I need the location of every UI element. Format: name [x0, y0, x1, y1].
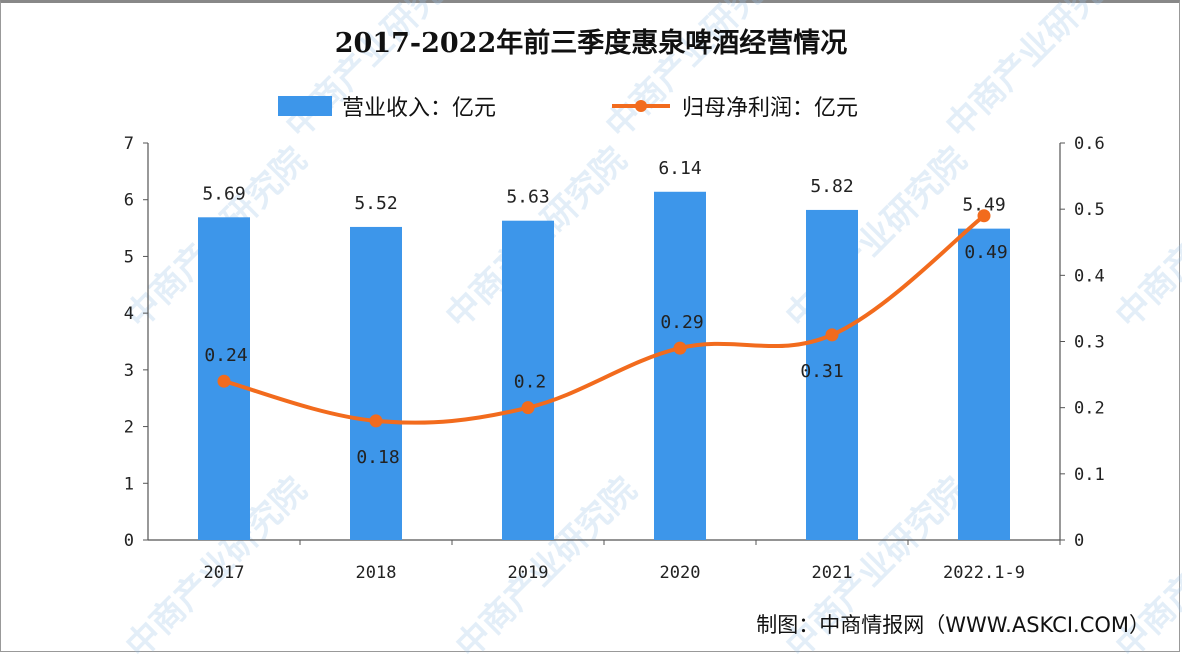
x-tick-label: 2020: [660, 563, 701, 583]
legend-label-profit: 归母净利润：亿元: [682, 96, 858, 121]
watermark-text: 中商产业研究院: [598, 0, 795, 146]
y-left-tick-label: 7: [124, 134, 134, 154]
legend-label-revenue: 营业收入：亿元: [342, 96, 496, 121]
y-right-tick-label: 0: [1074, 531, 1084, 551]
profit-line: 0.24 0.18 0.2 0.29 0.31 0.49: [204, 209, 1008, 468]
y-right-tick-label: 0.6: [1074, 134, 1105, 154]
x-tick-label: 2018: [356, 563, 397, 583]
profit-point-label: 0.29: [660, 312, 703, 333]
x-tick-label: 2019: [508, 563, 549, 583]
y-left-tick-label: 2: [124, 418, 134, 438]
legend: 营业收入：亿元 归母净利润：亿元: [278, 96, 858, 121]
legend-bar-swatch: [278, 96, 332, 116]
y-right-tick-label: 0.1: [1074, 465, 1105, 485]
revenue-bar: [350, 226, 402, 541]
y-left-tick-label: 0: [124, 531, 134, 551]
profit-point: [521, 401, 535, 415]
profit-point-label: 0.2: [514, 372, 547, 393]
profit-point-label: 0.49: [964, 242, 1007, 263]
y-left-tick-label: 5: [124, 247, 134, 267]
chart-title: 2017-2022年前三季度惠泉啤酒经营情况: [335, 27, 848, 59]
revenue-bar: [654, 191, 706, 540]
x-tick-label: 2022.1-9: [943, 563, 1025, 583]
profit-point-label: 0.24: [204, 345, 247, 366]
bars: 5.69 5.52 5.63 6.14 5.82 5.49: [198, 158, 1010, 541]
y-left-tick-label: 6: [124, 191, 134, 211]
revenue-bar-label: 5.49: [962, 195, 1005, 216]
revenue-bar-label: 5.52: [354, 193, 397, 214]
revenue-bar-label: 6.14: [658, 158, 701, 179]
watermark-text: 中商产业研究院: [278, 0, 475, 146]
y-left-tick-label: 1: [124, 474, 134, 494]
profit-point: [825, 328, 839, 342]
y-right-tick-label: 0.3: [1074, 333, 1105, 353]
profit-point: [217, 374, 231, 388]
profit-point: [673, 341, 687, 355]
watermark-text: 中商产业研究院: [1108, 140, 1182, 337]
profit-point-label: 0.18: [356, 447, 399, 468]
y-right-tick-label: 0.4: [1074, 266, 1105, 286]
profit-point-label: 0.31: [800, 361, 843, 382]
legend-line-marker: [635, 100, 647, 112]
watermark-text: 中商产业研究院: [938, 0, 1135, 146]
revenue-bar: [958, 228, 1010, 541]
y-left-tick-label: 3: [124, 361, 134, 381]
axes: 0 1 2 3 4 5 6 7 0 0.1 0.2 0.3 0.4 0.5 0.6 2017 2018 2019 2…: [124, 134, 1105, 583]
y-left-tick-label: 4: [124, 304, 134, 324]
source-note: 制图：中商情报网（WWW.ASKCI.COM）: [756, 613, 1150, 637]
revenue-bar-label: 5.82: [810, 176, 853, 197]
y-right-tick-label: 0.5: [1074, 200, 1105, 220]
profit-line-path: [223, 214, 986, 425]
x-tick-label: 2021: [812, 563, 853, 583]
y-right-tick-label: 0.2: [1074, 399, 1105, 419]
revenue-bar: [502, 220, 554, 540]
x-tick-label: 2017: [204, 563, 245, 583]
revenue-bar: [806, 209, 858, 540]
revenue-bar-label: 5.69: [202, 183, 245, 204]
revenue-bar-label: 5.63: [506, 187, 549, 208]
profit-point: [369, 414, 383, 428]
profit-point: [977, 209, 991, 223]
